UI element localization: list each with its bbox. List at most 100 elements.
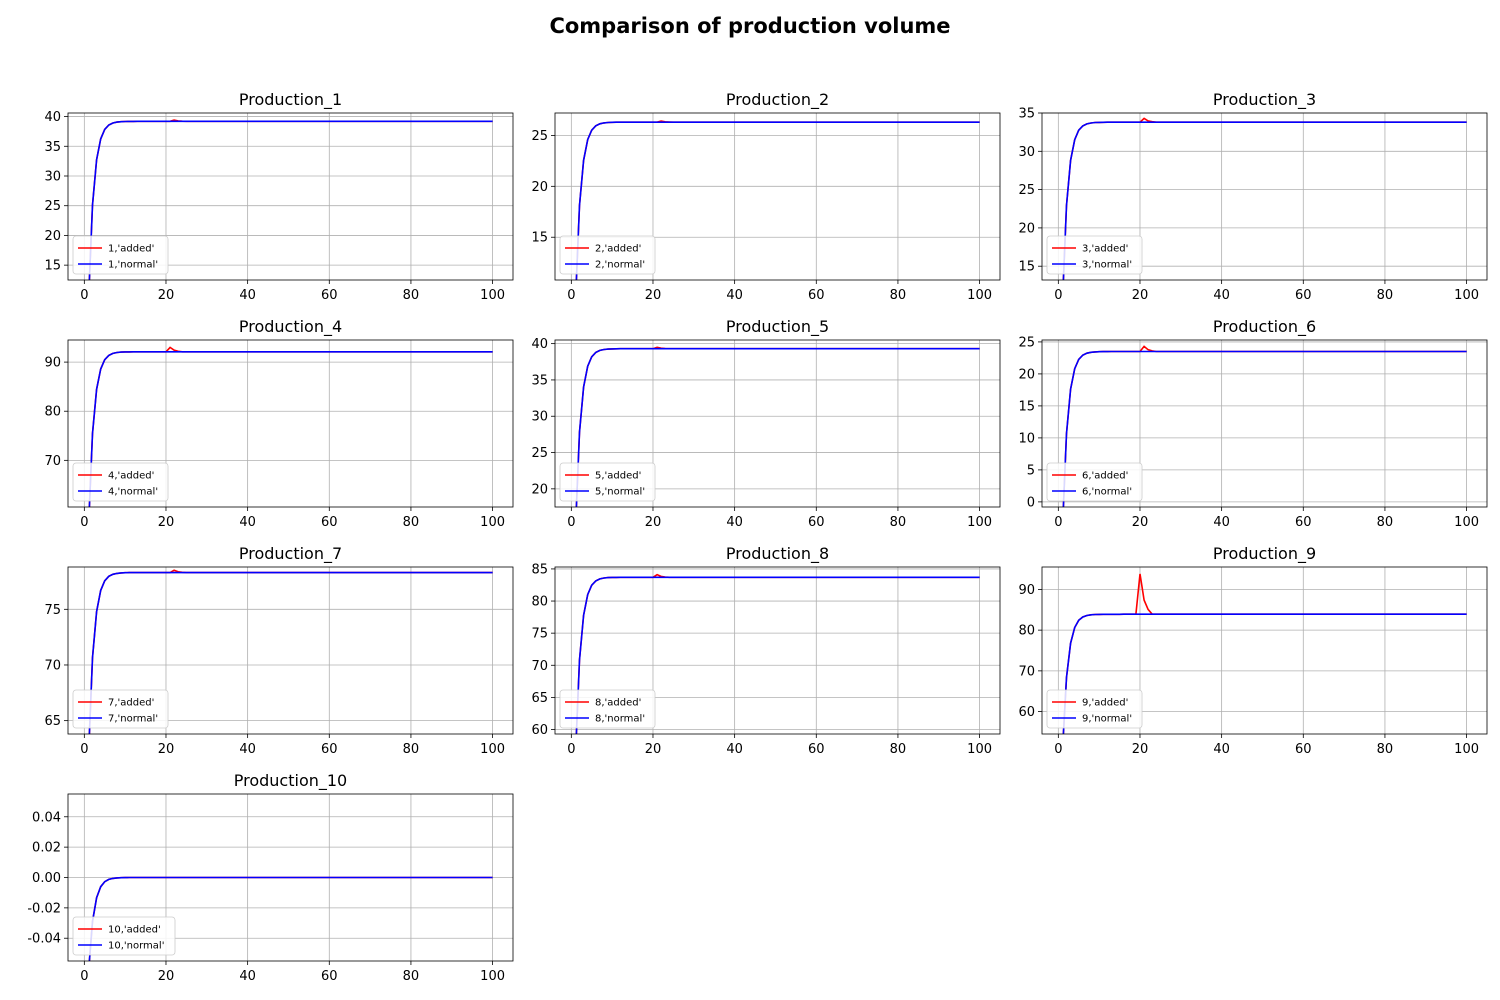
x-tick-label: 60	[321, 515, 338, 530]
y-tick-label: 0.02	[32, 841, 61, 856]
y-tick-label: 30	[1018, 145, 1035, 160]
series-group	[1062, 117, 1467, 280]
y-tick-label: -0.02	[27, 901, 61, 916]
x-tick-label: 60	[808, 742, 825, 757]
series-line-normal	[88, 351, 493, 507]
x-tick-label: 80	[403, 969, 420, 984]
subplot-4: 0 20 40 60 80 100 70 80 90 Production_4 4,'added' 4…	[44, 317, 514, 530]
series-group	[88, 119, 493, 280]
legend-label: 1,'normal'	[108, 260, 158, 271]
axes-frame	[554, 566, 1001, 735]
legend-label: 7,'added'	[108, 698, 154, 709]
legend-label: 3,'added'	[1082, 244, 1128, 255]
series-line-normal	[88, 876, 493, 961]
y-tick-label: 30	[44, 169, 61, 184]
y-tick-label: 70	[44, 658, 61, 673]
x-tick-label: 40	[726, 742, 743, 757]
x-tick-label: 40	[239, 515, 256, 530]
x-tick-label: 40	[726, 288, 743, 303]
subplot-title: Production_8	[726, 544, 829, 564]
legend-label: 4,'normal'	[108, 487, 158, 498]
y-tick-label: 30	[531, 410, 548, 425]
x-tick-label: 80	[403, 742, 420, 757]
y-tick-label: 5	[1027, 463, 1035, 478]
axes-frame	[1041, 566, 1488, 735]
y-tick-label: 65	[44, 714, 61, 729]
series-group	[575, 120, 980, 280]
series-line-normal	[575, 347, 980, 507]
y-tick-label: 15	[44, 259, 61, 274]
legend-label: 4,'added'	[108, 471, 154, 482]
legend-label: 8,'added'	[595, 698, 641, 709]
subplot-title: Production_5	[726, 317, 829, 337]
axes-frame	[67, 112, 514, 281]
x-tick-label: 60	[321, 742, 338, 757]
x-tick-label: 0	[80, 969, 88, 984]
x-tick-label: 80	[890, 515, 907, 530]
x-tick-label: 20	[158, 515, 175, 530]
series-group	[575, 573, 980, 734]
x-tick-label: 0	[1054, 515, 1062, 530]
subplot-1: 0 20 40 60 80 100 15 20 25 30 35 40 Production_1 1,'a…	[44, 90, 514, 303]
y-tick-label: 10	[1018, 431, 1035, 446]
legend-label: 2,'normal'	[595, 260, 645, 271]
x-tick-label: 100	[967, 742, 992, 757]
x-tick-label: 60	[1295, 742, 1312, 757]
subplot-title: Production_1	[239, 90, 342, 110]
subplot-title: Production_4	[239, 317, 342, 337]
legend-label: 10,'normal'	[108, 941, 164, 952]
y-tick-label: -0.04	[27, 932, 61, 947]
legend-label: 5,'normal'	[595, 487, 645, 498]
x-tick-label: 80	[403, 515, 420, 530]
x-tick-label: 100	[1454, 515, 1479, 530]
series-group	[1062, 345, 1467, 507]
y-tick-label: 80	[44, 405, 61, 420]
x-tick-label: 0	[1054, 288, 1062, 303]
y-tick-label: 65	[531, 691, 548, 706]
x-tick-label: 40	[1213, 742, 1230, 757]
subplot-9: 0 20 40 60 80 100 60 70 80 90 Production_9 9,'added…	[1018, 544, 1488, 757]
x-tick-label: 40	[726, 515, 743, 530]
y-tick-label: 70	[531, 659, 548, 674]
subplot-title: Production_10	[234, 771, 347, 791]
y-tick-label: 40	[44, 110, 61, 125]
x-tick-label: 60	[1295, 288, 1312, 303]
x-tick-label: 20	[1132, 515, 1149, 530]
x-tick-label: 100	[1454, 288, 1479, 303]
y-tick-label: 70	[1018, 664, 1035, 679]
subplot-10: 0 20 40 60 80 100 -0.04 -0.02 0.00 0.02 0.04 Produc…	[27, 771, 514, 984]
subplot-2: 0 20 40 60 80 100 15 20 25 Production_2 2,'added' 2…	[531, 90, 1001, 303]
legend-label: 8,'normal'	[595, 714, 645, 725]
x-tick-label: 0	[567, 515, 575, 530]
series-group	[575, 346, 980, 507]
subplot-title: Production_7	[239, 544, 342, 564]
subplot-3: 0 20 40 60 80 100 15 20 25 30 35 Production_3 3,'add…	[1018, 90, 1488, 303]
legend-label: 6,'normal'	[1082, 487, 1132, 498]
x-tick-label: 0	[80, 288, 88, 303]
y-tick-label: 20	[531, 180, 548, 195]
y-tick-label: 15	[1018, 399, 1035, 414]
y-tick-label: 75	[44, 603, 61, 618]
axes-frame	[554, 112, 1001, 281]
legend-label: 5,'added'	[595, 471, 641, 482]
series-line-normal	[1062, 613, 1467, 734]
x-tick-label: 0	[567, 288, 575, 303]
axes-frame	[67, 339, 514, 508]
y-tick-label: 80	[531, 595, 548, 610]
x-tick-label: 100	[967, 288, 992, 303]
y-tick-label: 25	[1018, 335, 1035, 350]
legend-label: 9,'normal'	[1082, 714, 1132, 725]
x-tick-label: 60	[321, 969, 338, 984]
legend-label: 3,'normal'	[1082, 260, 1132, 271]
x-tick-label: 0	[1054, 742, 1062, 757]
x-tick-label: 40	[1213, 288, 1230, 303]
y-tick-label: 85	[531, 562, 548, 577]
x-tick-label: 0	[567, 742, 575, 757]
subplot-7: 0 20 40 60 80 100 65 70 75 Production_7 7,'added' 7…	[44, 544, 514, 757]
x-tick-label: 40	[1213, 515, 1230, 530]
y-tick-label: 20	[1018, 367, 1035, 382]
y-tick-label: 15	[1018, 260, 1035, 275]
legend-label: 2,'added'	[595, 244, 641, 255]
series-line-normal	[575, 121, 980, 280]
subplot-title: Production_3	[1213, 90, 1316, 110]
